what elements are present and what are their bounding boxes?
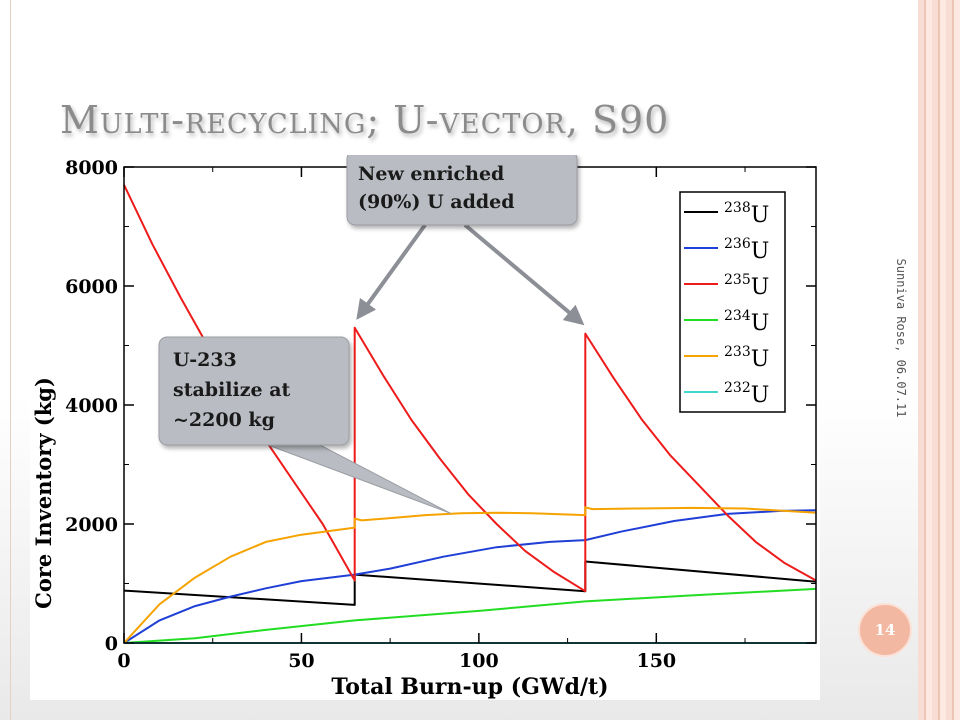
x-tick-label: 150 (636, 650, 676, 672)
legend-label-u233: 233U (724, 344, 769, 372)
x-tick-label: 50 (288, 650, 314, 672)
legend-label-u234: 234U (724, 308, 769, 336)
page-number: 14 (874, 621, 896, 639)
series-line-u236 (123, 509, 817, 644)
callout-u233-stabilize: U-233 stabilize at ~2200 kg (158, 336, 350, 446)
callout-u233-line-3: ~2200 kg (173, 409, 275, 431)
callout-enriched-line-1: New enriched (358, 163, 504, 185)
y-axis-label: Core Inventory (kg) (31, 377, 56, 609)
x-axis-label: Total Burn-up (GWd/t) (331, 674, 608, 700)
y-tick-label: 2000 (65, 514, 118, 536)
callout-u233-box (158, 336, 350, 446)
author-date-text: Sunniva Rose, 06.07.11 (894, 258, 908, 418)
series-line-u233 (123, 506, 817, 644)
y-tick-label: 4000 (65, 395, 118, 417)
legend: 238U 236U 235U 234U 233U 232U (679, 191, 786, 413)
legend-label-u238: 238U (724, 200, 769, 228)
arrow-to-first-spike (356, 223, 427, 320)
series-line-u234 (123, 587, 817, 644)
y-tick-label: 0 (105, 633, 118, 655)
x-axis: 0 50 100 150 (117, 167, 746, 672)
legend-box (679, 191, 786, 413)
page-number-badge: 14 (858, 603, 912, 657)
series-line-u238 (123, 560, 817, 606)
callout-u233-line-2: stabilize at (173, 379, 291, 401)
y-tick-label: 6000 (65, 276, 118, 298)
decorative-right-stripe (918, 0, 960, 720)
callout-enriched-u-added: New enriched (90%) U added (346, 150, 578, 226)
x-tick-label: 100 (459, 650, 499, 672)
slide-title: Multi-recycling; U-vector, S90 (60, 98, 670, 142)
chart-container: 0 2000 4000 6000 8000 0 50 100 150 Core Invento… (30, 150, 820, 700)
callout-u233-pointer (267, 444, 451, 514)
y-axis: 0 2000 4000 6000 8000 (65, 157, 816, 655)
arrow-to-second-spike (463, 223, 585, 326)
decorative-left-rule (10, 0, 11, 720)
callout-u233-line-1: U-233 (173, 349, 237, 371)
x-tick-label: 0 (117, 650, 130, 672)
legend-label-u232: 232U (724, 380, 769, 408)
burnup-chart: 0 2000 4000 6000 8000 0 50 100 150 Core Invento… (31, 150, 817, 700)
y-tick-label: 8000 (65, 157, 118, 179)
callout-enriched-line-2: (90%) U added (358, 191, 515, 213)
legend-label-u235: 235U (724, 272, 769, 300)
legend-label-u236: 236U (724, 236, 769, 264)
